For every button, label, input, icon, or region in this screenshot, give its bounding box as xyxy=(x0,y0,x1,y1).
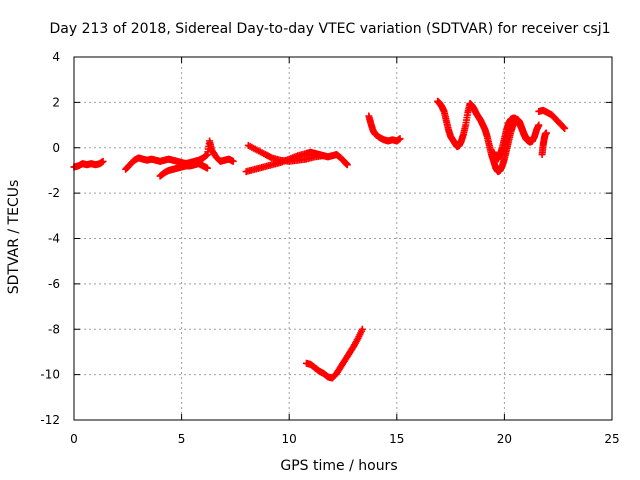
y-tick-label: -2 xyxy=(48,186,60,200)
x-tick-label: 0 xyxy=(70,432,78,446)
y-tick-label: -6 xyxy=(48,277,60,291)
axis-ticks: 0 5 10 15 20 25 -12 -10 -8 -6 -4 -2 0 2 4 xyxy=(40,50,619,446)
data-point xyxy=(561,124,569,132)
data-point xyxy=(358,325,366,333)
data-point xyxy=(396,135,404,143)
y-tick-label: 2 xyxy=(52,95,60,109)
data-point xyxy=(542,129,550,137)
data-point xyxy=(99,157,107,165)
data-point xyxy=(343,161,351,169)
data-point xyxy=(535,121,543,129)
data-point xyxy=(203,164,211,172)
x-tick-label: 10 xyxy=(282,432,297,446)
data-point xyxy=(229,157,237,165)
chart-title: Day 213 of 2018, Sidereal Day-to-day VTE… xyxy=(49,21,610,37)
x-tick-label: 5 xyxy=(178,432,186,446)
x-tick-label: 20 xyxy=(497,432,512,446)
data-point xyxy=(560,124,568,132)
data-points xyxy=(70,97,569,382)
grid-lines xyxy=(74,57,612,420)
x-axis-label: GPS time / hours xyxy=(280,458,397,474)
y-tick-label: -4 xyxy=(48,232,60,246)
y-tick-label: -8 xyxy=(48,322,60,336)
x-tick-label: 15 xyxy=(389,432,404,446)
y-tick-label: -12 xyxy=(40,413,60,427)
y-axis-label: SDTVAR / TECUs xyxy=(6,180,22,295)
y-tick-label: 4 xyxy=(52,50,60,64)
data-point xyxy=(320,152,328,160)
x-tick-label: 25 xyxy=(604,432,619,446)
y-tick-label: 0 xyxy=(52,141,60,155)
y-tick-label: -10 xyxy=(40,368,60,382)
